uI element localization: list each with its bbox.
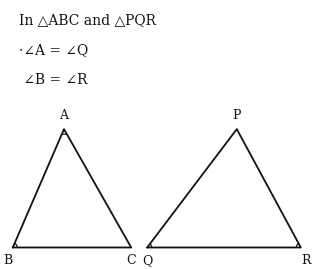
Text: R: R bbox=[301, 254, 310, 267]
Text: ∠B = ∠R: ∠B = ∠R bbox=[19, 73, 88, 87]
Text: Q: Q bbox=[142, 254, 152, 267]
Text: ·∠A = ∠Q: ·∠A = ∠Q bbox=[19, 43, 88, 57]
Text: P: P bbox=[233, 109, 241, 122]
Text: A: A bbox=[60, 109, 68, 122]
Text: C: C bbox=[126, 254, 136, 267]
Text: B: B bbox=[4, 254, 12, 267]
Text: In △ABC and △PQR: In △ABC and △PQR bbox=[19, 13, 156, 27]
